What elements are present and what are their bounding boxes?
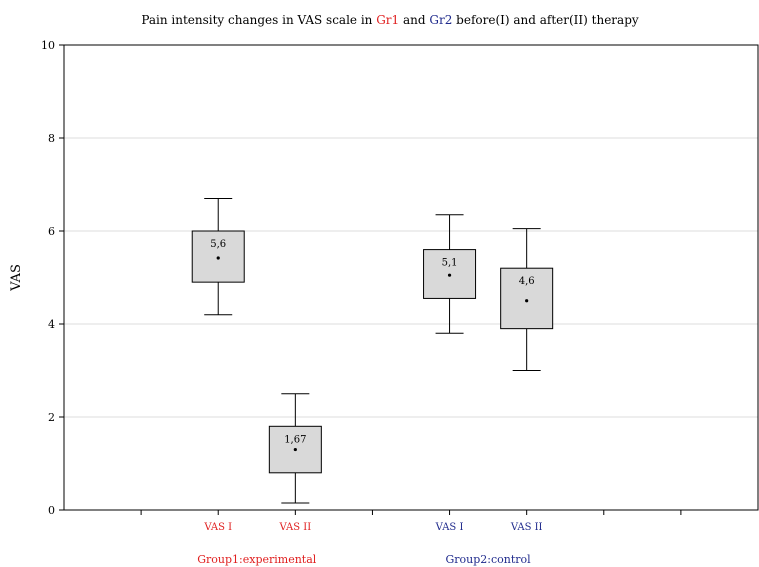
mean-point xyxy=(447,273,452,277)
box-annotation: 5,1 xyxy=(442,258,458,269)
y-tick-label-4: 4 xyxy=(48,318,55,331)
y-axis-label: VAS xyxy=(9,264,24,292)
box-plots: 5,6 1,67 5,1 4,6 xyxy=(191,197,554,504)
plot-frame xyxy=(63,44,759,511)
title-part-3: Gr2 xyxy=(429,13,452,27)
chart-title: Pain intensity changes in VAS scale in G… xyxy=(141,13,639,27)
mean-point xyxy=(293,447,297,452)
x-axis-ticks xyxy=(140,510,682,515)
box-3: 4,6 xyxy=(500,228,554,371)
mean-point xyxy=(525,299,529,303)
y-tick-label-2: 2 xyxy=(48,411,55,424)
mean-point xyxy=(216,256,220,260)
y-tick-label-6: 6 xyxy=(48,225,55,238)
x-label-1: VAS II xyxy=(278,522,311,533)
group-labels: Group1:experimental Group2:control xyxy=(197,553,531,566)
box-annotation: 4,6 xyxy=(519,276,535,287)
y-tick-label-8: 8 xyxy=(48,132,55,145)
x-category-labels: VAS I VAS II VAS I VAS II xyxy=(203,522,542,533)
group-label-0: Group1:experimental xyxy=(197,553,317,566)
title-part-1: Gr1 xyxy=(376,13,399,27)
title-part-0: Pain intensity changes in VAS scale in xyxy=(141,13,376,27)
x-label-2: VAS I xyxy=(435,522,464,533)
y-tick-label-0: 0 xyxy=(48,504,55,517)
box-annotation: 1,67 xyxy=(284,434,306,445)
x-label-0: VAS I xyxy=(203,522,232,533)
box-body xyxy=(500,267,554,330)
group-label-1: Group2:control xyxy=(446,553,532,566)
box-annotation: 5,6 xyxy=(210,239,226,250)
y-axis-ticks: 0 2 4 6 8 10 xyxy=(41,39,64,517)
title-part-4: before(I) and after(II) therapy xyxy=(452,13,639,27)
box-0: 5,6 xyxy=(191,197,245,316)
y-tick-label-10: 10 xyxy=(41,39,55,52)
title-part-2: and xyxy=(399,13,429,27)
box-2: 5,1 xyxy=(423,214,477,334)
x-label-3: VAS II xyxy=(510,522,543,533)
box-body xyxy=(268,425,322,474)
grid-lines xyxy=(64,137,758,418)
box-1: 1,67 xyxy=(268,393,322,504)
